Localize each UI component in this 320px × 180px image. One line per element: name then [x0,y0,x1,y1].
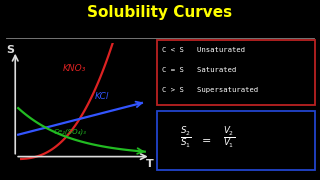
Text: $\frac{S_2}{S_1}$: $\frac{S_2}{S_1}$ [180,125,191,150]
Text: C > S   Supersaturated: C > S Supersaturated [162,87,258,93]
Text: $\frac{V_2}{V_1}$: $\frac{V_2}{V_1}$ [223,125,235,150]
Text: Ce₂(SO₄)₃: Ce₂(SO₄)₃ [53,129,86,135]
Text: Solubility Curves: Solubility Curves [87,5,233,20]
Text: S: S [6,45,14,55]
Text: T: T [146,159,154,169]
Text: KNO₃: KNO₃ [62,64,86,73]
Text: $=$: $=$ [199,134,211,144]
Text: C = S   Saturated: C = S Saturated [162,67,236,73]
Text: C < S   Unsaturated: C < S Unsaturated [162,47,245,53]
Text: KCl: KCl [95,92,109,101]
